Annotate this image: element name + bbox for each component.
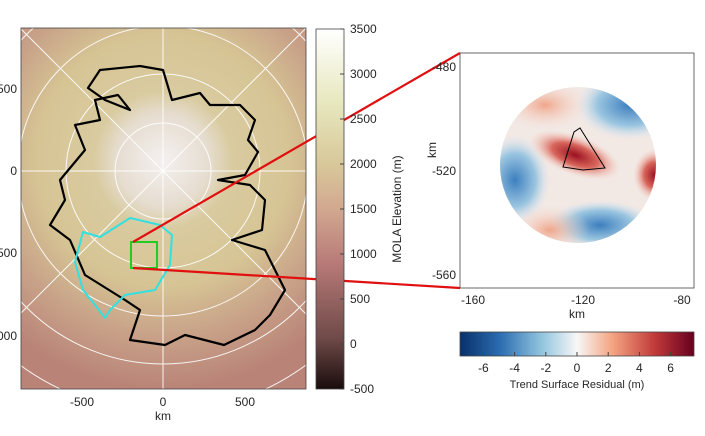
ice-deposit-outline (48, 64, 287, 347)
colorbar-tick-label: 3500 (350, 22, 377, 36)
tick-label: 500 (235, 395, 255, 409)
region-outline (74, 217, 173, 319)
colorbar-tick-label: 4 (636, 361, 643, 375)
tick-label: -500 (0, 246, 17, 260)
colorbar-tick-label: 2 (605, 361, 612, 375)
tick-label: -520 (432, 164, 456, 178)
tick-label: -80 (673, 293, 691, 307)
tick-label: -1000 (0, 329, 17, 343)
colorbar-tick-label: 0 (574, 361, 581, 375)
colorbar-tick-label: -6 (478, 361, 489, 375)
colorbar-tick-label: 1500 (350, 202, 377, 216)
colorbar-tick-label: 0 (350, 337, 357, 351)
right-y-ticks: -480 -520 -560 km (425, 60, 456, 282)
colorbar-tick-label: 500 (350, 292, 370, 306)
x-axis-label: km (569, 307, 585, 321)
tick-label: -120 (571, 293, 595, 307)
elevation-map (21, 28, 306, 389)
tick-label: -480 (432, 60, 456, 74)
tick-label: -560 (432, 268, 456, 282)
tick-label: -500 (70, 395, 94, 409)
elevation-colorbar: 3500 3000 2500 2000 1500 1000 500 0 -500 MOLA El… (315, 22, 404, 396)
residual-colorbar: -6 -4 -2 0 2 4 6 Trend Surface Residual (m) (459, 331, 695, 391)
colorbar-tick-label: -2 (540, 361, 551, 375)
tick-label: 0 (10, 164, 17, 178)
residual-map (459, 52, 695, 289)
colorbar-tick-label: 3000 (350, 67, 377, 81)
colorbar-tick-label: -4 (509, 361, 520, 375)
colorbar-tick-label: 2500 (350, 112, 377, 126)
left-y-ticks: 500 0 -500 -1000 (0, 82, 17, 343)
colorbar-tick-label: -500 (350, 382, 374, 396)
y-axis-label: km (425, 142, 439, 158)
colorbar-tick-label: 1000 (350, 247, 377, 261)
colorbar-tick-label: 6 (667, 361, 674, 375)
connector-lines (132, 52, 461, 290)
right-x-ticks: -160 -120 -80 km (461, 293, 691, 321)
left-x-ticks: -500 0 500 km (70, 395, 255, 423)
tick-label: 500 (0, 82, 17, 96)
tick-label: -160 (461, 293, 485, 307)
x-axis-label: km (155, 409, 171, 423)
colorbar-label: MOLA Elevation (m) (390, 155, 404, 262)
feature-outline (562, 127, 606, 171)
tick-label: 0 (160, 395, 167, 409)
colorbar-tick-label: 2000 (350, 157, 377, 171)
colorbar-label: Trend Surface Residual (m) (510, 379, 645, 391)
